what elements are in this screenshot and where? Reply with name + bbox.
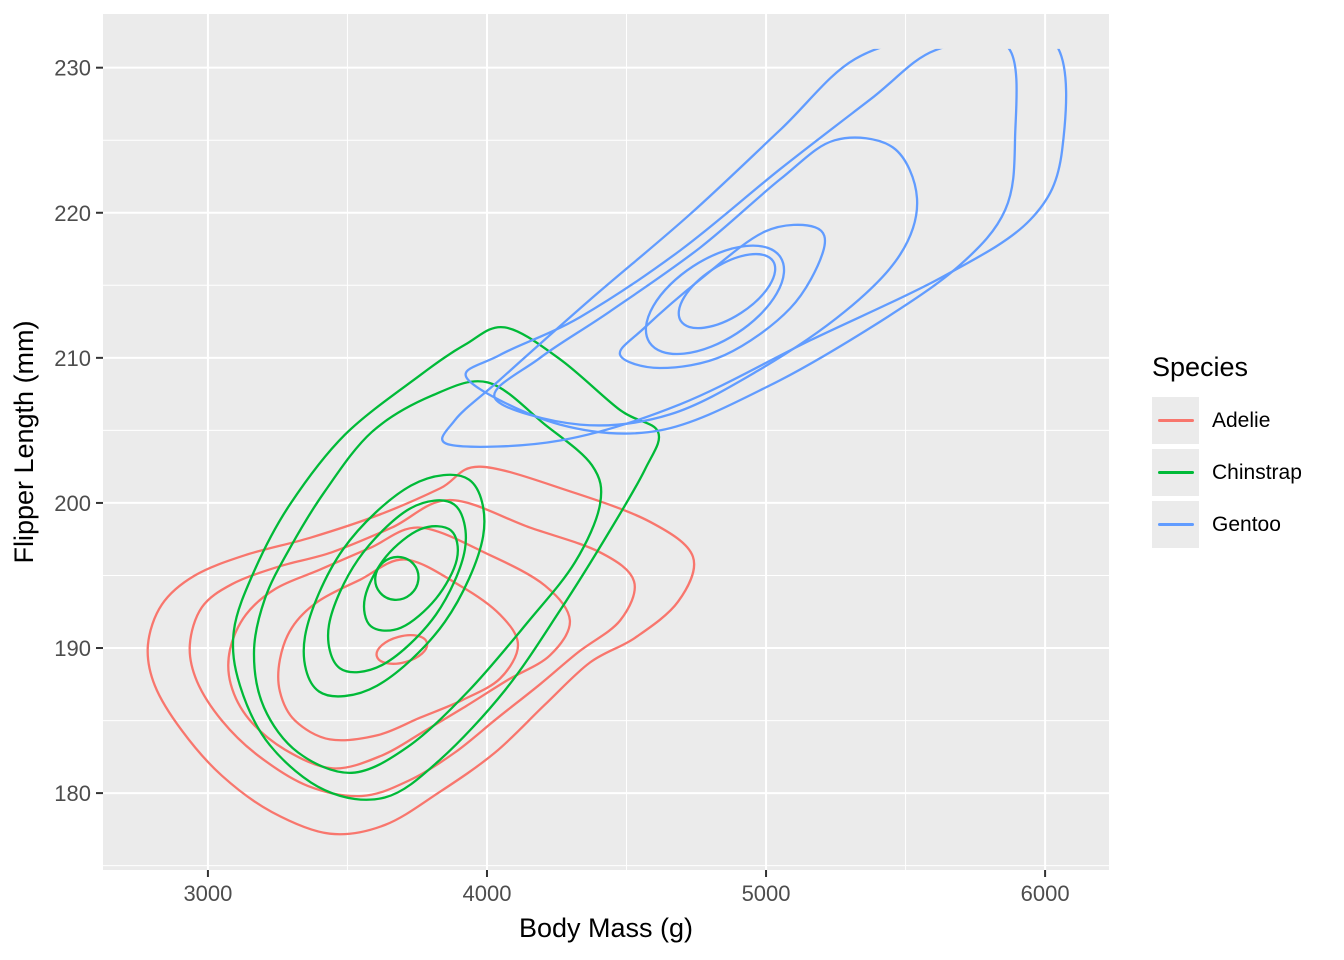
legend-label-chinstrap: Chinstrap [1212,460,1302,484]
contour-chinstrap-1 [231,325,661,801]
contour-gentoo-2 [464,48,1018,435]
contour-adelie-1 [146,465,696,836]
legend-label-gentoo: Gentoo [1212,512,1281,536]
legend-key-chinstrap [1152,449,1199,496]
legend-key-gentoo [1152,501,1199,548]
x-axis-title: Body Mass (g) [519,913,693,943]
y-axis-title: Flipper Length (mm) [9,320,39,563]
x-tick-label: 5000 [742,881,791,906]
contour-gentoo-6 [677,252,777,330]
legend: Species Adelie Chinstrap Gentoo [1152,352,1302,553]
x-tick-label: 4000 [463,881,512,906]
x-tick-label: 6000 [1021,881,1070,906]
y-tick-label: 230 [54,56,91,81]
contour-gentoo-1 [441,48,1068,448]
legend-item-chinstrap: Chinstrap [1152,449,1302,496]
contour-chinstrap-5 [362,525,459,632]
contour-gentoo-4 [618,223,827,370]
contour-chinstrap-2 [252,380,603,774]
legend-key-line-chinstrap [1157,471,1194,474]
contour-group-gentoo [441,48,1068,448]
plot-panel [103,14,1109,870]
y-tick-label: 190 [54,636,91,661]
contour-group-chinstrap [231,325,661,801]
contour-gentoo-3 [493,136,919,427]
legend-item-gentoo: Gentoo [1152,501,1302,548]
contour-chinstrap-3 [302,473,486,698]
legend-key-line-gentoo [1157,523,1194,526]
legend-label-adelie: Adelie [1212,408,1271,432]
y-tick-label: 200 [54,491,91,516]
contour-chinstrap-6 [374,555,420,601]
x-tick-label: 3000 [183,881,232,906]
contour-adelie-3 [227,526,572,770]
contour-gentoo-5 [644,244,786,356]
legend-key-line-adelie [1157,419,1194,422]
y-tick-label: 210 [54,346,91,371]
y-tick-label: 180 [54,781,91,806]
contour-adelie-4 [277,558,520,742]
legend-item-adelie: Adelie [1152,397,1302,444]
legend-title: Species [1152,352,1249,382]
contour-chinstrap-4 [327,499,467,674]
legend-key-adelie [1152,397,1199,444]
y-tick-label: 220 [54,201,91,226]
